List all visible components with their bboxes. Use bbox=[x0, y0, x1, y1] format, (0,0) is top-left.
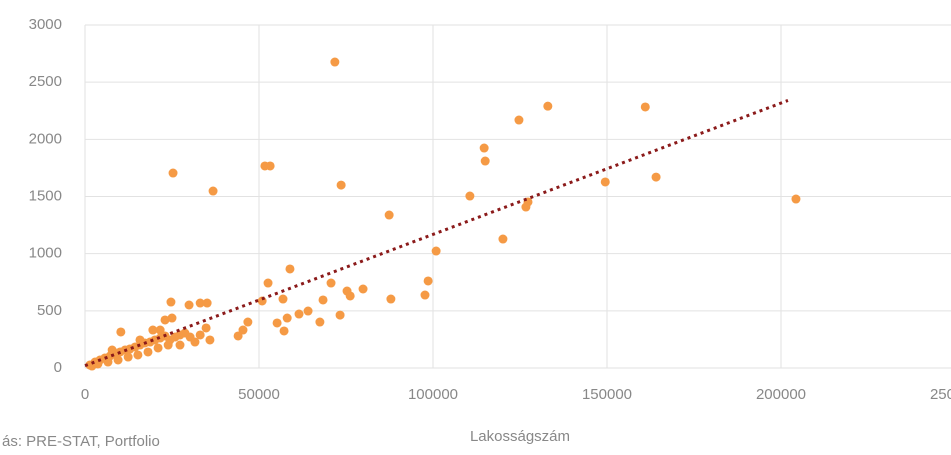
point bbox=[168, 168, 178, 178]
point bbox=[184, 300, 194, 310]
point bbox=[233, 331, 243, 341]
point bbox=[315, 317, 325, 327]
point bbox=[514, 115, 524, 125]
point bbox=[272, 318, 282, 328]
point bbox=[135, 335, 145, 345]
point bbox=[195, 298, 205, 308]
y-tick-label: 3000 bbox=[29, 16, 62, 33]
point bbox=[651, 172, 661, 182]
y-tick-label: 2500 bbox=[29, 73, 62, 90]
point bbox=[318, 295, 328, 305]
point bbox=[202, 298, 212, 308]
point bbox=[294, 309, 304, 319]
point bbox=[282, 313, 292, 323]
point bbox=[303, 306, 313, 316]
point bbox=[543, 101, 553, 111]
point bbox=[180, 328, 190, 338]
y-tick-label: 0 bbox=[54, 359, 62, 376]
point bbox=[153, 343, 163, 353]
point bbox=[285, 264, 295, 274]
point bbox=[238, 325, 248, 335]
point bbox=[190, 337, 200, 347]
point bbox=[326, 278, 336, 288]
point bbox=[205, 335, 215, 345]
point bbox=[791, 194, 801, 204]
point bbox=[123, 352, 133, 362]
point bbox=[358, 284, 368, 294]
point bbox=[167, 313, 177, 323]
point bbox=[640, 102, 650, 112]
point bbox=[600, 177, 610, 187]
point bbox=[260, 161, 270, 171]
point bbox=[208, 186, 218, 196]
point bbox=[160, 315, 170, 325]
point bbox=[133, 350, 143, 360]
point bbox=[143, 347, 153, 357]
x-tick-label: 100000 bbox=[408, 386, 458, 403]
point bbox=[93, 359, 103, 369]
point bbox=[163, 340, 173, 350]
point bbox=[420, 290, 430, 300]
point bbox=[103, 357, 113, 367]
y-tick-label: 2000 bbox=[29, 130, 62, 147]
x-tick-label: 250000 bbox=[930, 386, 951, 403]
point bbox=[175, 340, 185, 350]
trendline bbox=[84, 99, 789, 368]
x-tick-label: 50000 bbox=[238, 386, 280, 403]
point bbox=[336, 180, 346, 190]
point bbox=[330, 57, 340, 67]
x-axis-label: Lakosságszám bbox=[470, 428, 570, 445]
point bbox=[263, 278, 273, 288]
point bbox=[201, 323, 211, 333]
y-tick-label: 1500 bbox=[29, 187, 62, 204]
point bbox=[195, 330, 205, 340]
y-tick-label: 500 bbox=[37, 302, 62, 319]
point bbox=[166, 297, 176, 307]
point bbox=[155, 325, 165, 335]
point bbox=[423, 276, 433, 286]
point bbox=[279, 326, 289, 336]
point bbox=[113, 355, 123, 365]
point bbox=[345, 291, 355, 301]
y-tick-label: 1000 bbox=[29, 245, 62, 262]
x-tick-label: 0 bbox=[81, 386, 89, 403]
x-tick-label: 200000 bbox=[756, 386, 806, 403]
point bbox=[107, 345, 117, 355]
point bbox=[386, 294, 396, 304]
point bbox=[498, 234, 508, 244]
x-tick-label: 150000 bbox=[582, 386, 632, 403]
point bbox=[480, 156, 490, 166]
point bbox=[384, 210, 394, 220]
point bbox=[479, 143, 489, 153]
point bbox=[116, 327, 126, 337]
source: ás: PRE-STAT, Portfolio bbox=[2, 433, 160, 450]
point bbox=[335, 310, 345, 320]
point bbox=[278, 294, 288, 304]
point bbox=[431, 246, 441, 256]
point bbox=[465, 191, 475, 201]
point bbox=[148, 325, 158, 335]
point bbox=[243, 317, 253, 327]
